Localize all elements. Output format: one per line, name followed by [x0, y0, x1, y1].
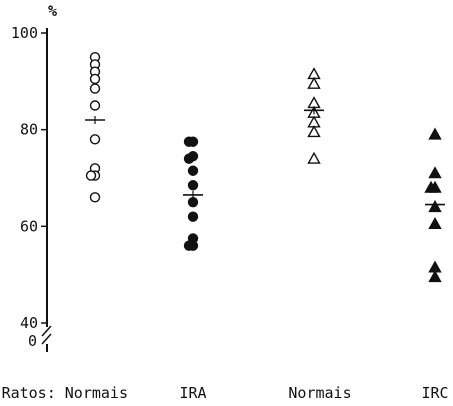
data-point-open-circle: [89, 100, 101, 111]
data-point-filled-triangle: [428, 127, 442, 140]
data-point-filled-circle: [187, 165, 199, 176]
mean-markers: [85, 106, 445, 209]
data-point-filled-circle: [183, 240, 195, 251]
y-tick-label: 80: [20, 121, 38, 139]
data-point-filled-triangle: [428, 166, 442, 179]
y-tick-label: 60: [20, 217, 38, 235]
data-point-open-circle: [85, 170, 97, 181]
data-point-open-circle: [89, 73, 101, 85]
data-points: [85, 51, 442, 283]
data-point-filled-circle: [187, 211, 199, 222]
data-point-filled-triangle: [428, 270, 442, 283]
y-axis-group: % 0 100 80 60 40: [11, 2, 57, 352]
y-axis-origin-label: 0: [28, 332, 37, 350]
axis-break-icon: [41, 325, 52, 345]
data-point-open-circle: [89, 134, 101, 145]
data-point-open-triangle: [307, 125, 321, 138]
axis-break-mark-lower: [41, 333, 52, 345]
data-point-open-circle: [89, 192, 101, 203]
data-point-filled-triangle: [424, 180, 438, 193]
category-labels: Ratos: Normais IRA Normais IRC: [2, 384, 449, 402]
data-point-filled-circle: [187, 180, 199, 191]
data-point-filled-circle: [187, 196, 199, 208]
data-point-filled-circle: [183, 136, 195, 147]
data-point-filled-triangle: [428, 216, 442, 230]
y-axis-unit-label: %: [48, 2, 57, 20]
category-label: Normais: [288, 384, 351, 402]
category-label: Ratos: Normais: [2, 384, 128, 402]
axis-break-mark-upper: [41, 325, 52, 337]
y-tick-label: 100: [11, 24, 38, 42]
y-ticks: 100 80 60 40: [11, 24, 47, 332]
y-tick-label: 40: [20, 314, 38, 332]
data-point-open-triangle: [307, 151, 321, 164]
data-point-open-circle: [89, 83, 101, 94]
category-label: IRC: [421, 384, 448, 402]
data-point-filled-circle: [183, 153, 195, 164]
category-label: IRA: [179, 384, 206, 402]
data-point-open-triangle: [307, 76, 321, 89]
